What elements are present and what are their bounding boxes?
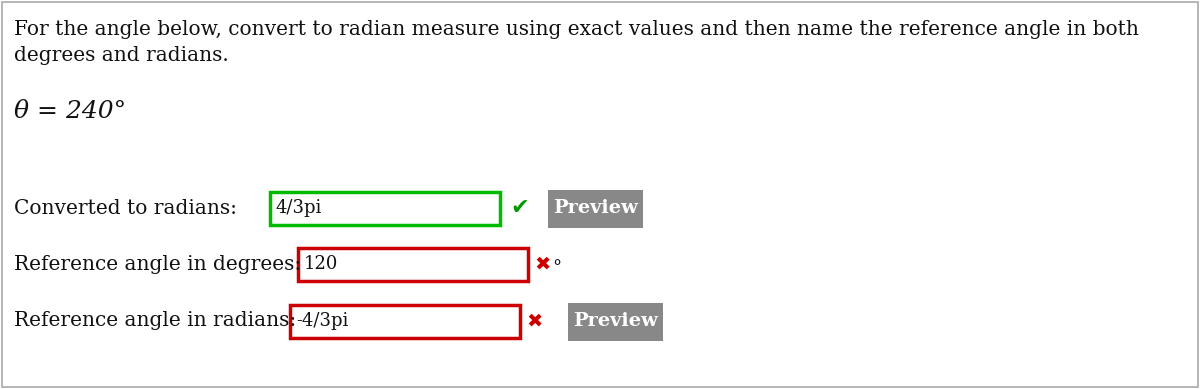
Text: degrees and radians.: degrees and radians. xyxy=(14,46,229,65)
FancyBboxPatch shape xyxy=(298,248,528,281)
Text: Preview: Preview xyxy=(553,199,638,217)
Text: ✔: ✔ xyxy=(510,198,529,218)
FancyBboxPatch shape xyxy=(270,192,500,225)
Text: ✖: ✖ xyxy=(534,254,551,273)
Text: 4/3pi: 4/3pi xyxy=(276,199,323,217)
Text: ✖: ✖ xyxy=(526,312,542,331)
Text: Preview: Preview xyxy=(574,312,658,330)
FancyBboxPatch shape xyxy=(568,303,662,341)
Text: Reference angle in radians:: Reference angle in radians: xyxy=(14,312,296,331)
FancyBboxPatch shape xyxy=(548,190,643,228)
FancyBboxPatch shape xyxy=(290,305,520,338)
Text: θ = 240°: θ = 240° xyxy=(14,100,126,123)
Text: -4/3pi: -4/3pi xyxy=(296,312,348,330)
Text: °: ° xyxy=(552,259,562,277)
Text: For the angle below, convert to radian measure using exact values and then name : For the angle below, convert to radian m… xyxy=(14,20,1139,39)
Text: 120: 120 xyxy=(304,255,338,273)
Text: Reference angle in degrees:: Reference angle in degrees: xyxy=(14,254,301,273)
Text: Converted to radians:: Converted to radians: xyxy=(14,198,238,217)
